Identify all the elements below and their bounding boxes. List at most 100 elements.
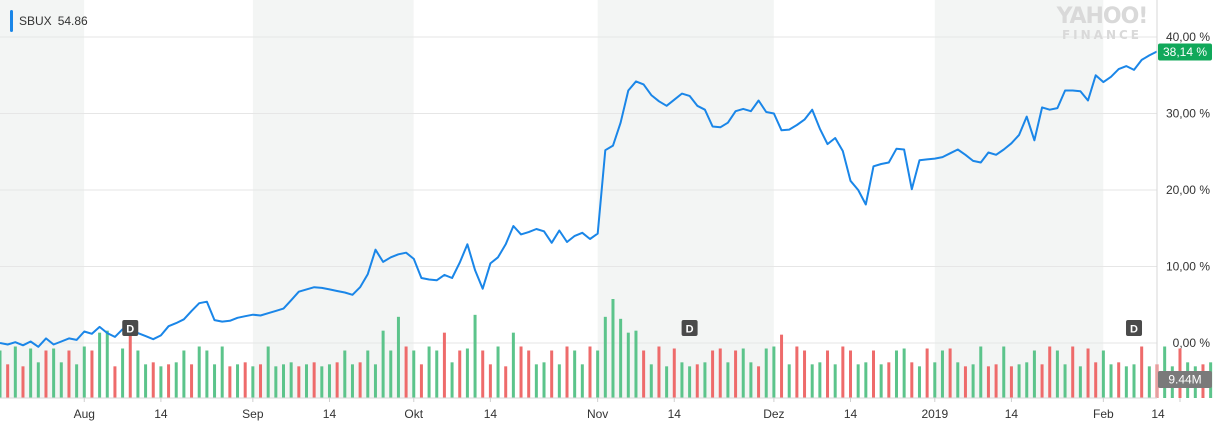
y-tick-label: 10,00 % [1166, 260, 1210, 274]
volume-bar [979, 346, 983, 398]
volume-bar [52, 348, 56, 398]
month-band [1103, 0, 1157, 398]
volume-bar [626, 332, 630, 398]
volume-bar [917, 366, 921, 398]
volume-bar [213, 364, 217, 398]
volume-bar [711, 350, 715, 398]
legend[interactable]: SBUX 54.86 [10, 10, 88, 32]
volume-bar [1094, 362, 1098, 398]
volume-bar [986, 366, 990, 398]
volume-bar [251, 366, 255, 398]
volume-badge-label: 9.44M [1168, 373, 1201, 387]
volume-bar [833, 364, 837, 398]
current-value-badge: 38,14 % [1158, 43, 1212, 61]
volume-bar [511, 332, 515, 398]
volume-bar [849, 350, 853, 398]
volume-bar [741, 348, 745, 398]
volume-bar [259, 364, 263, 398]
volume-bar [1140, 346, 1144, 398]
volume-bar [373, 364, 377, 398]
volume-bar [856, 364, 860, 398]
dividend-marker[interactable]: D [1126, 320, 1143, 336]
volume-bar [910, 362, 914, 398]
volume-bar [98, 332, 102, 398]
volume-bar [649, 364, 653, 398]
volume-bar [803, 350, 807, 398]
volume-bar [90, 350, 94, 398]
volume-bar [427, 346, 431, 398]
volume-bar [243, 362, 247, 398]
x-tick-label: 14 [323, 407, 337, 421]
volume-bar [350, 364, 354, 398]
month-bands [0, 0, 1157, 398]
volume-bar [458, 350, 462, 398]
volume-bar [343, 350, 347, 398]
volume-bar [113, 366, 117, 398]
volume-bar [289, 362, 293, 398]
volume-bar [1078, 366, 1082, 398]
dividend-marker[interactable]: D [122, 320, 139, 336]
current-value-label: 38,14 % [1163, 45, 1207, 59]
volume-bar [197, 346, 201, 398]
x-tick-label: Aug [74, 407, 95, 421]
volume-bar [136, 350, 140, 398]
volume-bar [948, 348, 952, 398]
volume-bar [358, 362, 362, 398]
volume-bar [396, 316, 400, 398]
volume-bar [44, 350, 48, 398]
volume-bar [389, 350, 393, 398]
volume-bar [488, 364, 492, 398]
x-tick-label: 2019 [921, 407, 948, 421]
volume-bar [527, 350, 531, 398]
volume-bar [1086, 348, 1090, 398]
volume-bar [672, 348, 676, 398]
x-tick-label: 14 [484, 407, 498, 421]
volume-bar [902, 348, 906, 398]
volume-bar [335, 362, 339, 398]
volume-bar [542, 362, 546, 398]
volume-bar [1117, 362, 1121, 398]
month-band [413, 0, 598, 398]
volume-bar [82, 346, 86, 398]
volume-bar [550, 350, 554, 398]
volume-bar [1048, 346, 1052, 398]
volume-bar [67, 350, 71, 398]
dividend-marker-box [681, 320, 698, 336]
volume-bar [933, 362, 937, 398]
volume-bar [634, 330, 638, 398]
volume-bar [366, 350, 370, 398]
volume-bar [496, 346, 500, 398]
y-axis: 40,00 % 30,00 % 20,00 % 10,00 % 0,00 % 38,14 … [1156, 0, 1212, 398]
volume-bar [29, 348, 33, 398]
month-band [0, 0, 85, 398]
volume-bar [573, 350, 577, 398]
dividend-marker-label: D [126, 324, 134, 336]
volume-bar [182, 350, 186, 398]
x-tick-label: Dez [763, 407, 784, 421]
volume-bar [519, 346, 523, 398]
volume-bar [1040, 364, 1044, 398]
y-tick-label: 20,00 % [1166, 183, 1210, 197]
volume-bar [1071, 346, 1075, 398]
dividend-marker[interactable]: D [681, 320, 698, 336]
volume-bar [764, 348, 768, 398]
volume-bar [726, 362, 730, 398]
month-band [84, 0, 253, 398]
volume-bar [159, 366, 163, 398]
legend-price: 54.86 [57, 14, 88, 28]
volume-badge: 9.44M [1158, 371, 1212, 388]
logo-line-2: FINANCE [1061, 28, 1143, 42]
volume-bar [75, 364, 79, 398]
x-tick-label: 14 [1005, 407, 1019, 421]
volume-bar [718, 348, 722, 398]
volume-bar [481, 350, 485, 398]
dividend-marker-label: D [686, 324, 694, 336]
volume-bar [680, 362, 684, 398]
volume-bar [419, 364, 423, 398]
volume-bar [128, 330, 132, 398]
x-tick-label: Feb [1093, 407, 1114, 421]
y-tick-label: 40,00 % [1166, 30, 1210, 44]
volume-bar [565, 346, 569, 398]
volume-bar [274, 366, 278, 398]
